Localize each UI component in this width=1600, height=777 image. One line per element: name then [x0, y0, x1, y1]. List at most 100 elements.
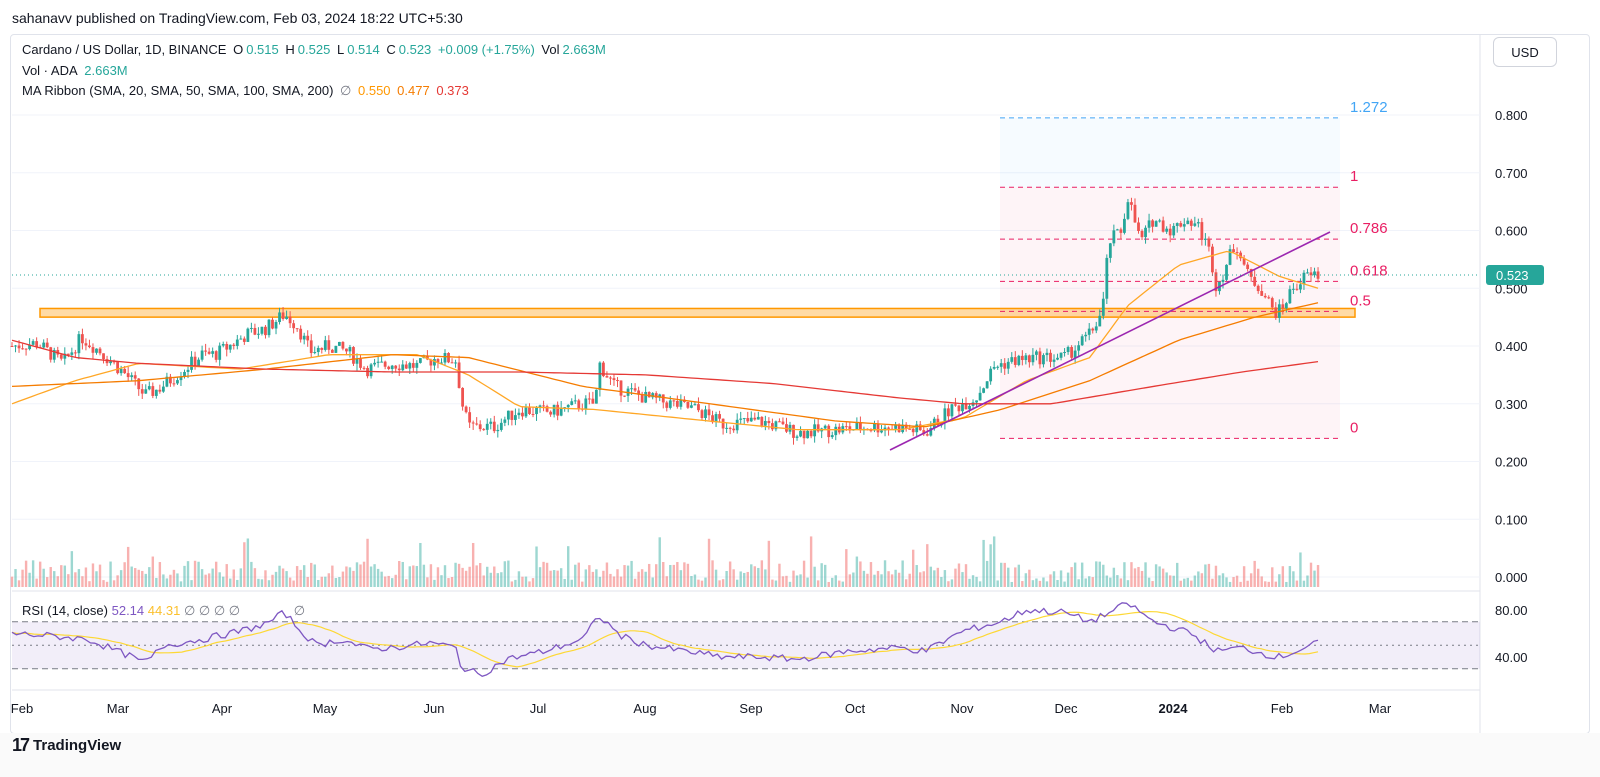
volume-bar	[676, 562, 679, 587]
open-value: 0.515	[246, 42, 279, 57]
high-label: H	[285, 42, 295, 57]
ma-line	[11, 339, 1319, 405]
footer	[0, 733, 1600, 777]
candle-body	[443, 353, 447, 363]
candle-body	[894, 424, 898, 429]
volume-bar	[112, 580, 116, 587]
candle-body	[594, 389, 598, 404]
volume-bar	[281, 568, 285, 587]
volume-bar	[838, 580, 841, 587]
volume-bar	[88, 581, 91, 587]
candle-body	[302, 335, 306, 340]
volume-bar	[866, 573, 869, 587]
volume-bar	[802, 560, 806, 587]
volume-bar	[390, 578, 394, 587]
volume-bar	[482, 575, 485, 587]
candle-body	[873, 423, 876, 431]
volume-bar	[1059, 570, 1063, 587]
volume-bar	[461, 567, 464, 587]
candle-body	[179, 376, 183, 381]
candle-body	[10, 346, 14, 347]
fib-level-label: 1	[1350, 168, 1358, 185]
volume-bar	[306, 576, 309, 587]
rsi-label[interactable]: RSI (14, close)	[22, 603, 108, 618]
candle-body	[1056, 357, 1059, 360]
candle-body	[218, 345, 222, 360]
candle-body	[795, 436, 799, 438]
volume-bar	[468, 566, 471, 587]
candle-body	[858, 422, 862, 431]
candle-body	[21, 348, 24, 350]
y-tick-label: 0.000	[1495, 570, 1528, 585]
candle-body	[728, 427, 732, 429]
candle-body	[936, 418, 940, 426]
candle-body	[538, 405, 542, 408]
candle-body	[45, 342, 49, 348]
x-tick-label: Feb	[11, 701, 33, 716]
candle-body	[415, 362, 419, 368]
volume-bar	[1190, 580, 1193, 587]
volume-bar	[1228, 581, 1232, 587]
candle-body	[1063, 352, 1066, 354]
volume-bar	[595, 569, 598, 587]
volume-bar	[503, 561, 507, 587]
candle-body	[989, 368, 993, 382]
volume-bar	[176, 573, 179, 587]
volume-bar	[380, 571, 383, 587]
candle-body	[471, 422, 475, 424]
ma-ribbon-label[interactable]: MA Ribbon (SMA, 20, SMA, 50, SMA, 100, S…	[22, 83, 334, 98]
volume-bar	[820, 563, 823, 587]
candle-body	[802, 430, 806, 439]
candle-body	[1084, 334, 1088, 337]
top-bar: sahanavv published on TradingView.com, F…	[0, 0, 1600, 34]
volume-bar	[366, 538, 369, 587]
volume-bar	[250, 561, 253, 587]
candle-body	[844, 426, 848, 428]
candle-body	[869, 430, 873, 432]
candle-body	[770, 423, 774, 430]
candle-body	[225, 343, 229, 350]
volume-bar	[1271, 567, 1274, 587]
candle-body	[1309, 272, 1313, 276]
volume-bar	[288, 577, 292, 587]
volume-bar	[567, 546, 570, 587]
volume-bar	[486, 566, 489, 587]
candle-body	[718, 414, 721, 419]
candle-body	[1256, 285, 1260, 292]
candle-body	[447, 353, 450, 363]
candle-body	[232, 344, 236, 346]
volume-bar	[651, 577, 654, 587]
volume-bar	[781, 576, 785, 587]
volume-bar	[552, 570, 556, 587]
symbol-title[interactable]: Cardano / US Dollar, 1D, BINANCE	[22, 42, 227, 57]
volume-bar	[640, 569, 644, 587]
candle-body	[309, 340, 313, 354]
candle-body	[549, 411, 553, 415]
volume-bar	[42, 568, 45, 587]
candle-body	[1270, 298, 1274, 308]
candle-body	[1284, 303, 1288, 309]
candle-body	[566, 404, 570, 408]
candle-body	[742, 418, 746, 420]
volume-bar	[1225, 577, 1228, 587]
volume-indicator-label[interactable]: Vol · ADA	[22, 63, 78, 78]
candle-body	[1232, 249, 1235, 253]
volume-bar	[21, 569, 24, 587]
volume-bar	[975, 576, 978, 587]
candle-body	[186, 369, 190, 372]
candle-body	[190, 356, 193, 370]
candle-body	[63, 353, 67, 359]
candle-body	[612, 378, 616, 381]
volume-bar	[253, 568, 257, 587]
candle-body	[288, 316, 292, 324]
volume-bar	[405, 579, 408, 587]
volume-bar	[190, 580, 193, 587]
volume-bar	[774, 580, 778, 587]
currency-button[interactable]: USD	[1493, 37, 1557, 67]
volume-bar	[49, 567, 52, 587]
candle-body	[700, 410, 704, 419]
tradingview-logo[interactable]: 17 TradingView	[12, 735, 121, 756]
volume-bar	[229, 578, 232, 587]
candle-body	[24, 348, 28, 350]
